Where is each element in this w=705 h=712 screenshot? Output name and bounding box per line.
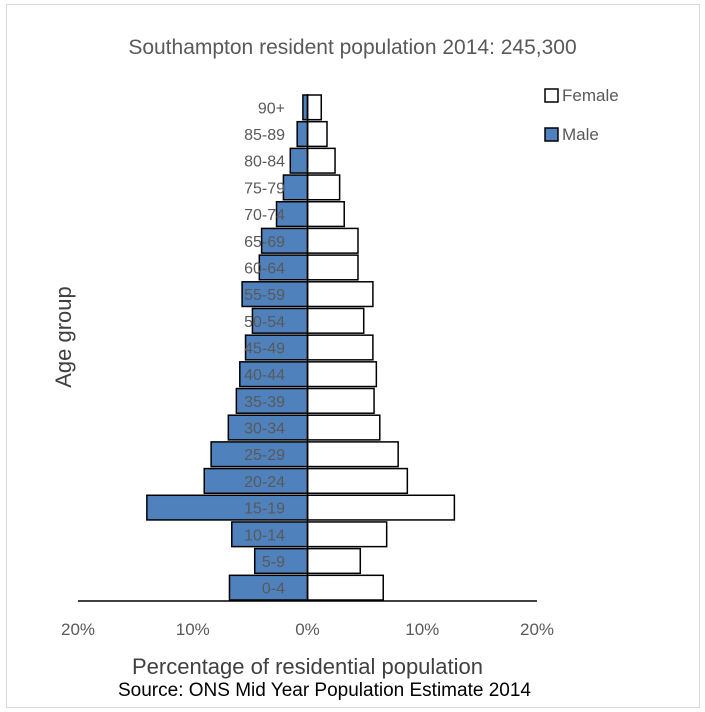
- y-tick-label: 50-54: [244, 314, 285, 331]
- y-tick-label: 90+: [258, 100, 285, 117]
- y-tick-label: 20-24: [244, 474, 285, 491]
- x-tick-label: 20%: [520, 620, 554, 639]
- y-tick-label: 5-9: [262, 554, 285, 571]
- bar-male-55-59: [241, 281, 309, 308]
- bar-male-45-49: [244, 334, 309, 361]
- bar-female-40-44: [306, 361, 378, 388]
- legend-label-male: Male: [562, 125, 599, 144]
- x-tick-label: 0%: [295, 620, 320, 639]
- y-tick-label: 85-89: [244, 127, 285, 144]
- bar-female-20-24: [306, 467, 409, 495]
- bar-male-80-84: [289, 147, 309, 174]
- source-note: Source: ONS Mid Year Population Estimate…: [118, 680, 531, 701]
- bar-female-30-34: [306, 414, 381, 441]
- bar-male-85-89: [296, 120, 309, 148]
- bar-female-65-69: [306, 227, 359, 254]
- bar-male-75-79: [282, 174, 309, 201]
- bar-male-10-14: [231, 521, 309, 548]
- bar-female-25-29: [306, 441, 399, 468]
- bar-female-75-79: [306, 174, 341, 201]
- bar-male-20-24: [203, 467, 309, 495]
- bar-male-0-4: [228, 574, 309, 601]
- bar-female-35-39: [306, 387, 375, 414]
- bar-male-65-69: [260, 227, 309, 254]
- bar-female-60-64: [306, 254, 359, 281]
- bar-female-45-49: [306, 334, 374, 361]
- bar-male-15-19: [146, 494, 309, 521]
- y-tick-label: 60-64: [244, 260, 285, 277]
- chart-area: [6, 4, 700, 708]
- y-tick-label: 0-4: [262, 581, 285, 598]
- y-tick-label: 25-29: [244, 447, 285, 464]
- bar-female-85-89: [306, 120, 328, 148]
- bar-male-25-29: [210, 441, 309, 468]
- bar-male-5-9: [253, 547, 309, 575]
- x-tick-label: 20%: [61, 620, 95, 639]
- chart-title: Southampton resident population 2014: 24…: [128, 36, 577, 59]
- legend-swatch-male: [544, 127, 559, 142]
- bar-female-50-54: [306, 307, 365, 334]
- x-tick-label: 10%: [176, 620, 210, 639]
- legend-label-female: Female: [562, 86, 619, 105]
- y-tick-label: 75-79: [244, 180, 285, 197]
- bar-female-0-4: [306, 574, 384, 601]
- y-tick-label: 30-34: [244, 421, 285, 438]
- bar-male-60-64: [258, 254, 309, 281]
- y-tick-label: 65-69: [244, 234, 285, 251]
- bar-female-15-19: [306, 494, 456, 521]
- y-tick-label: 40-44: [244, 367, 285, 384]
- bar-female-90+: [306, 94, 323, 121]
- y-tick-label: 15-19: [244, 501, 285, 518]
- x-tick-label: 10%: [405, 620, 439, 639]
- y-tick-label: 35-39: [244, 394, 285, 411]
- bar-female-70-74: [306, 200, 345, 228]
- x-axis-label: Percentage of residential population: [131, 654, 484, 679]
- bar-male-35-39: [235, 387, 309, 414]
- bar-male-70-74: [275, 200, 309, 228]
- y-tick-label: 70-74: [244, 207, 285, 224]
- y-axis-label: Age group: [51, 286, 76, 388]
- y-tick-label: 45-49: [244, 341, 285, 358]
- y-tick-label: 80-84: [244, 154, 285, 171]
- bar-male-50-54: [251, 307, 309, 334]
- y-tick-label: 10-14: [244, 527, 285, 544]
- legend-swatch-female: [544, 88, 559, 103]
- bar-female-80-84: [306, 147, 336, 174]
- bar-female-10-14: [306, 521, 388, 548]
- bar-female-55-59: [306, 281, 374, 308]
- y-tick-label: 55-59: [244, 287, 285, 304]
- bar-female-5-9: [306, 547, 362, 575]
